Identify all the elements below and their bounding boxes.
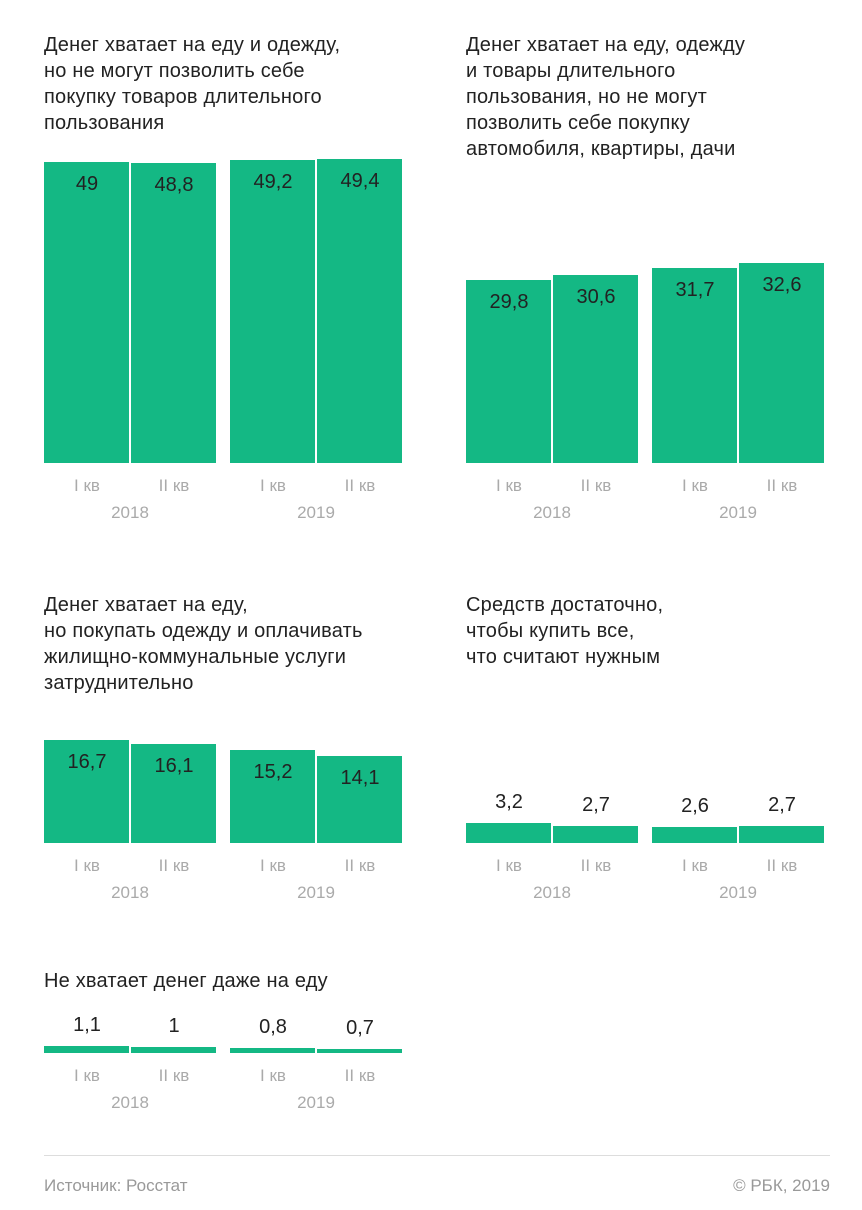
x-tick-label: I кв [260,1066,286,1085]
x-tick-label: II кв [344,476,376,495]
bar [466,279,551,463]
bar [466,823,551,843]
source-note: Источник: Росстат [44,1176,188,1195]
chart-title: Денег хватает на еду, одежду и товары дл… [466,34,746,160]
bar [317,756,402,843]
bar [44,161,129,463]
bar [739,262,824,463]
x-tick-label: II кв [766,856,798,875]
data-label: 31,7 [675,279,715,302]
copyright: © РБК, 2019 [733,1176,830,1195]
data-label: 0,7 [346,1016,374,1039]
bar [652,827,737,843]
chart-title: Средств достаточно, чтобы купить все, чт… [466,594,664,668]
x-tick-label: I кв [496,476,522,495]
group-label: 2018 [111,883,149,902]
bar [652,268,737,463]
data-label: 30,6 [576,285,616,308]
bar [739,826,824,843]
data-label: 15,2 [253,760,293,783]
chart-title: Не хватает денег даже на еду [44,970,328,992]
x-tick-label: II кв [158,1066,190,1085]
x-tick-label: II кв [580,476,612,495]
data-label: 1,1 [73,1014,101,1037]
bar [44,1046,129,1053]
chart-title: Денег хватает на еду и одежду, но не мог… [44,34,341,134]
x-tick-label: I кв [74,1066,100,1085]
bar [44,740,129,843]
x-tick-label: I кв [260,856,286,875]
x-tick-label: I кв [496,856,522,875]
x-tick-label: I кв [682,856,708,875]
bar [131,162,216,463]
data-label: 3,2 [495,791,523,814]
data-label: 49 [75,172,99,195]
data-label: 29,8 [489,290,529,313]
data-label: 2,6 [681,795,709,817]
x-tick-label: II кв [580,856,612,875]
x-tick-label: I кв [682,476,708,495]
data-label: 2,7 [768,794,796,817]
data-label: 14,1 [340,767,380,790]
group-label: 2019 [297,503,335,522]
chart-title: Денег хватает на еду, но покупать одежду… [44,594,363,694]
bar [230,749,315,843]
data-label: 49,4 [340,170,380,193]
data-label: 48,8 [154,173,194,196]
data-label: 0,8 [259,1016,287,1039]
x-tick-label: II кв [344,1066,376,1085]
bar [553,274,638,463]
data-label: 2,7 [582,794,610,817]
data-label: 32,6 [762,273,802,296]
group-label: 2019 [297,1093,335,1112]
group-label: 2019 [297,883,335,902]
x-tick-label: II кв [344,856,376,875]
group-label: 2018 [111,1093,149,1112]
x-tick-label: I кв [74,476,100,495]
x-tick-label: I кв [260,476,286,495]
x-tick-label: II кв [158,856,190,875]
bar [131,1046,216,1053]
bar [553,826,638,843]
x-tick-label: II кв [158,476,190,495]
group-label: 2019 [719,883,757,902]
x-tick-label: I кв [74,856,100,875]
data-label: 49,2 [253,171,293,194]
data-label: 16,1 [154,754,194,777]
group-label: 2018 [533,883,571,902]
group-label: 2018 [111,503,149,522]
x-tick-label: II кв [766,476,798,495]
bar [230,160,315,463]
data-label: 16,7 [67,751,107,774]
bar [317,159,402,463]
bar [317,1048,402,1053]
footer-divider [44,1155,830,1156]
data-label: 1 [168,1014,180,1037]
group-label: 2018 [533,503,571,522]
bar [131,743,216,843]
bar [230,1048,315,1053]
group-label: 2019 [719,503,757,522]
